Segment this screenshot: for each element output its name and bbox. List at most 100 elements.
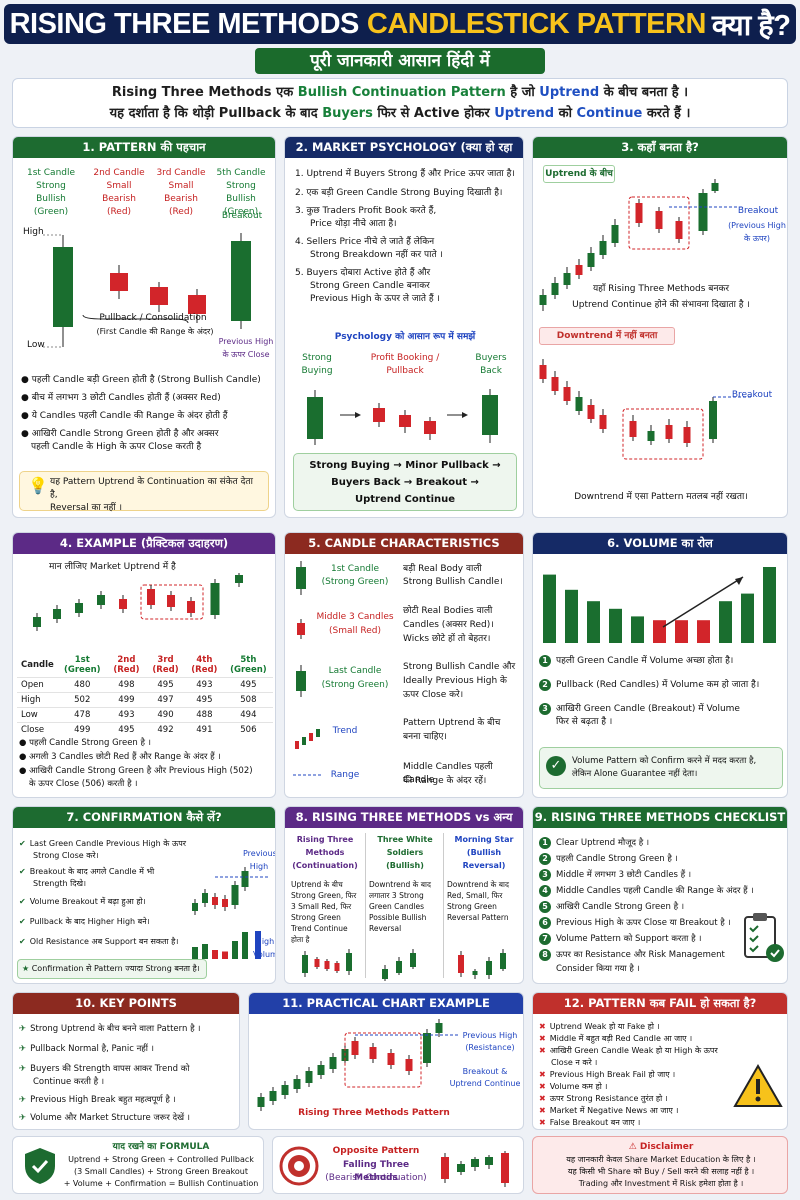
red-candle (369, 1047, 377, 1059)
checklist-item: 5 आखिरी Candle Strong Green है । (539, 901, 684, 914)
checklist-item: 7 Volume Pattern को Support करता है । (539, 933, 702, 946)
compare-item: Reversal Pattern (447, 913, 509, 922)
red-candle (539, 365, 547, 379)
char-label: Trend (332, 726, 358, 736)
clipboard-icon (744, 913, 784, 962)
table-header: 5th (Green) (230, 655, 267, 675)
check-icon: ✓ (546, 756, 566, 776)
section-confirmation: 7. CONFIRMATION कैसे लें? ✔ Last Green Ca… (12, 806, 276, 984)
volume-bar (255, 931, 261, 959)
table-cell: 480 (74, 680, 91, 690)
bullet-item: ● पहली Candle बड़ी Green होती है (Strong… (21, 375, 261, 385)
green-candle (500, 953, 506, 969)
table-cell: 488 (196, 710, 213, 720)
table-row: Close 499 495 492 491 506 (17, 722, 273, 738)
label-high-volume: High Volume (253, 937, 275, 959)
label-uptrend-middle: Uptrend के बीच (543, 165, 615, 183)
checklist-item: Consider किया गया है । (556, 964, 640, 974)
checklist-item: 2 पहली Candle Strong Green है । (539, 853, 678, 866)
compare-heading: Three White Soldiers (Bullish) (377, 835, 433, 870)
volume-bar (653, 620, 666, 643)
green-candle (33, 617, 41, 627)
table-header: 3rd (Red) (152, 655, 179, 675)
psych-flow-box: Strong Buying → Minor Pullback → Buyers B… (293, 453, 517, 511)
page-subtitle: पूरी जानकारी आसान हिंदी में (255, 48, 545, 74)
disclaimer-line: यह किसी भी Share को Buy / Sell करने की स… (567, 1167, 755, 1176)
green-candle (539, 295, 547, 305)
downtrend-text: Downtrend में एसा Pattern मतलब नहीं रखता… (574, 492, 748, 502)
volume-bar (242, 932, 248, 959)
bullet-item: ● आखिरी Candle Strong Green है और Previo… (19, 766, 253, 776)
char-label: Range (330, 770, 360, 780)
char-text: ऊपर Close करे। (403, 690, 464, 700)
red-candle (587, 405, 595, 419)
label-3rd-candle: 3rd Candle Small Bearish (Red) (156, 168, 206, 217)
compare-item: Trend Continue (291, 924, 348, 933)
label-pullback-range: (First Candle की Range के अंदर) (96, 327, 214, 336)
green-candle (235, 575, 243, 583)
formula-line: Uptrend + Strong Green + Controlled Pull… (68, 1155, 254, 1164)
opposite-title: Opposite Pattern (332, 1146, 420, 1156)
volume-bar (741, 593, 754, 643)
green-candle (435, 1023, 443, 1033)
psych-item: Strong Green Candle बनाकर (310, 281, 430, 291)
disclaimer-box: ⚠ Disclaimer यह जानकारी केवल Share Marke… (532, 1136, 788, 1194)
char-label: 1st Candle (330, 564, 380, 574)
checklist-item: 1 Clear Uptrend मौजूद है । (539, 837, 649, 850)
disclaimer-line: यह जानकारी केवल Share Market Education क… (566, 1155, 756, 1164)
fail-item: ✖ ऊपर Strong Resistance तुरंत हो । (539, 1094, 668, 1103)
volume-note: ✓ Volume Pattern को Confirm करने में मदद … (539, 747, 783, 789)
green-candle (647, 431, 655, 441)
checklist-item: 3 Middle में लगभग 3 छोटी Candles हैं । (539, 869, 691, 882)
key-point: ✈ Buyers की Strength वापस आकर Trend को (19, 1064, 190, 1074)
confirm-item: Strong Close करे। (33, 851, 99, 860)
psych-item: 2. एक बड़ी Green Candle Strong Buying दि… (295, 188, 503, 198)
psych-item: Strong Breakdown नहीं कर पाते । (310, 250, 443, 260)
volume-bar (675, 620, 688, 643)
label-resistance: (Resistance) (465, 1043, 515, 1052)
compare-item: Green Candles (369, 902, 425, 911)
volume-bar (609, 608, 622, 643)
compare-charts (302, 949, 506, 981)
section-when-fail: 12. PATTERN कब FAIL हो सकता है? ✖ Uptrend… (532, 992, 788, 1130)
downtrend-chart (539, 359, 753, 460)
table-header: 1st (Green) (64, 655, 101, 675)
green-candle (75, 603, 83, 613)
psych-diagram (307, 389, 498, 445)
table-cell: 478 (74, 710, 91, 720)
green-candle (192, 903, 198, 911)
label-uptrend-continue: Uptrend Continue (449, 1079, 521, 1088)
confirm-item: ✔ Old Resistance अब Support बन सकता है। (19, 937, 179, 946)
green-candle (599, 241, 607, 255)
green-candle (472, 971, 478, 975)
checklist-item: 8 ऊपर का Resistance और Risk Management (539, 949, 725, 962)
green-candle (611, 225, 619, 243)
char-label: Last Candle (328, 666, 382, 676)
table-cell: 499 (74, 725, 91, 735)
section-practical-chart: 11. PRACTICAL CHART EXAMPLE Previous Hig… (248, 992, 524, 1130)
table-cell: 499 (118, 695, 135, 705)
table-cell: Open (21, 680, 44, 690)
note-box: 💡 यह Pattern Uptrend के Continuation का स… (19, 471, 269, 513)
key-point: ✈ Pullback Normal है, Panic नहीं । (19, 1044, 154, 1054)
table-cell: 502 (74, 695, 91, 705)
green-candle (302, 955, 308, 973)
compare-item: Reversal (369, 924, 402, 933)
bullet-item: ● ये Candles पहली Candle की Range के अंद… (21, 411, 228, 421)
label-buyers-back: Buyers Back (475, 353, 507, 376)
volume-bar (192, 947, 198, 959)
green-candle (486, 961, 492, 975)
red-candle (665, 425, 673, 439)
char-text: बनना चाहिए। (403, 732, 447, 742)
table-cell: 508 (240, 695, 257, 705)
table-cell: 495 (196, 695, 213, 705)
opposite-line: (Bearish Continuation) (325, 1173, 427, 1183)
char-text: Ideally Previous High के (403, 676, 507, 686)
label-low: Low (27, 340, 45, 350)
volume-bar (763, 567, 776, 643)
table-row: High 502 499 497 495 508 (17, 692, 273, 708)
characteristics-icons (293, 561, 323, 776)
bullet-item: ● पहली Candle Strong Green है । (19, 738, 151, 748)
char-label: (Strong Green) (321, 577, 389, 587)
table-cell: High (21, 695, 41, 705)
